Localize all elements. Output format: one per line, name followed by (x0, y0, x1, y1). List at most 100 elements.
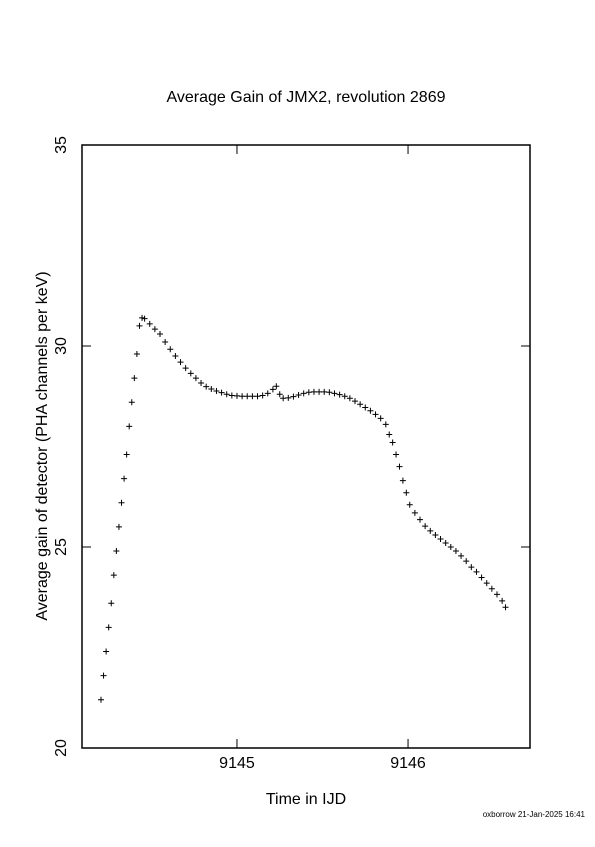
y-tick-label: 35 (53, 136, 70, 154)
y-tick-label: 25 (53, 538, 70, 556)
point (452, 548, 459, 555)
point (432, 531, 439, 538)
point (403, 489, 410, 496)
point (331, 390, 338, 397)
point (239, 393, 246, 400)
point (213, 388, 220, 395)
point (290, 393, 297, 400)
point (493, 591, 500, 598)
point (172, 353, 179, 360)
x-tick-label: 9146 (390, 755, 426, 772)
point (177, 359, 184, 366)
point (273, 383, 280, 390)
point (110, 572, 117, 579)
point (115, 523, 122, 530)
point (326, 389, 333, 396)
point (411, 509, 418, 516)
point (208, 386, 215, 393)
point (244, 393, 251, 400)
point (463, 558, 470, 565)
y-tick-label: 30 (53, 337, 70, 355)
footer: oxborrow 21-Jan-2025 16:41 (483, 810, 586, 819)
point (386, 431, 393, 438)
point (146, 320, 153, 327)
point (341, 393, 348, 400)
point (133, 351, 140, 358)
point (473, 568, 480, 575)
point (478, 574, 485, 581)
point (162, 338, 169, 345)
point (254, 393, 261, 400)
point (269, 386, 276, 393)
point (128, 399, 135, 406)
point (488, 585, 495, 592)
x-axis-label: Time in IJD (266, 791, 346, 808)
point (118, 499, 125, 506)
point (305, 389, 312, 396)
point (228, 392, 235, 399)
point (264, 390, 271, 397)
point (123, 451, 130, 458)
point (300, 390, 307, 397)
point (192, 375, 199, 382)
point (417, 516, 424, 523)
point (276, 391, 283, 398)
point (406, 501, 413, 508)
point (389, 439, 396, 446)
point (97, 696, 104, 703)
point (100, 672, 107, 679)
point (499, 597, 506, 604)
point (136, 322, 143, 329)
point (502, 604, 509, 611)
point (126, 423, 133, 430)
point (141, 315, 148, 322)
point (357, 401, 364, 408)
point (321, 388, 328, 395)
point (187, 370, 194, 377)
point (108, 600, 115, 607)
point (198, 379, 205, 386)
chart-title: Average Gain of JMX2, revolution 2869 (167, 89, 446, 106)
point (422, 523, 429, 530)
point (182, 365, 189, 372)
point (396, 463, 403, 470)
point (367, 407, 374, 414)
point (310, 388, 317, 395)
point (139, 314, 146, 321)
point (336, 391, 343, 398)
point (103, 648, 110, 655)
point (483, 580, 490, 587)
point (352, 398, 359, 405)
point (295, 392, 302, 399)
plot-frame (81, 144, 531, 749)
point (399, 477, 406, 484)
point (223, 391, 230, 398)
point (249, 393, 256, 400)
point (259, 392, 266, 399)
point (121, 475, 128, 482)
point (113, 548, 120, 555)
point (427, 527, 434, 534)
point (437, 535, 444, 542)
point (458, 552, 465, 559)
point (447, 544, 454, 550)
point (442, 539, 449, 546)
point (362, 404, 369, 411)
point (285, 394, 292, 401)
point (382, 421, 389, 428)
point (372, 411, 379, 418)
y-tick-label: 20 (53, 739, 70, 757)
point (105, 624, 112, 631)
y-axis-label: Average gain of detector (PHA channels p… (34, 271, 51, 620)
point (393, 451, 400, 458)
point (346, 395, 353, 402)
point (131, 375, 138, 382)
point (157, 330, 164, 337)
point (167, 346, 174, 353)
point (316, 388, 323, 395)
x-tick-label: 9145 (219, 755, 255, 772)
point (233, 392, 240, 399)
point (280, 395, 287, 402)
